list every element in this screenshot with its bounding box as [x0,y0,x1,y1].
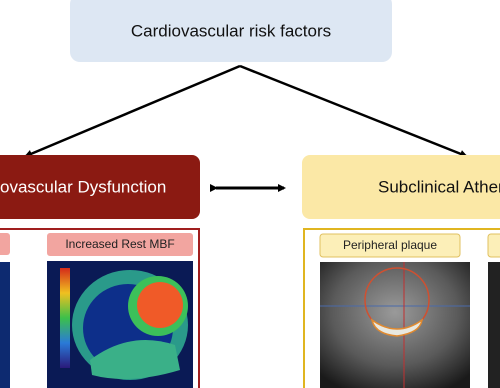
mri-image [47,261,193,388]
right-panel [303,228,500,388]
right-box [302,155,500,219]
image-label: Peripheral plaque [343,238,437,252]
top-box-label: Cardiovascular risk factors [131,21,331,40]
ultrasound-image [320,262,500,388]
left-box-label: ovascular Dysfunction [0,177,166,196]
cropped-label [487,233,500,258]
cropped-image [0,262,10,388]
image-label-box [47,233,193,256]
arrow [239,64,468,158]
cropped-label [0,233,10,255]
arrow [24,64,241,158]
image-label-box [319,233,461,258]
right-box-label: Subclinical Ather [378,177,500,196]
left-box [0,155,200,219]
left-panel [0,228,200,388]
image-label: Increased Rest MBF [65,237,174,251]
top-box [70,0,392,62]
